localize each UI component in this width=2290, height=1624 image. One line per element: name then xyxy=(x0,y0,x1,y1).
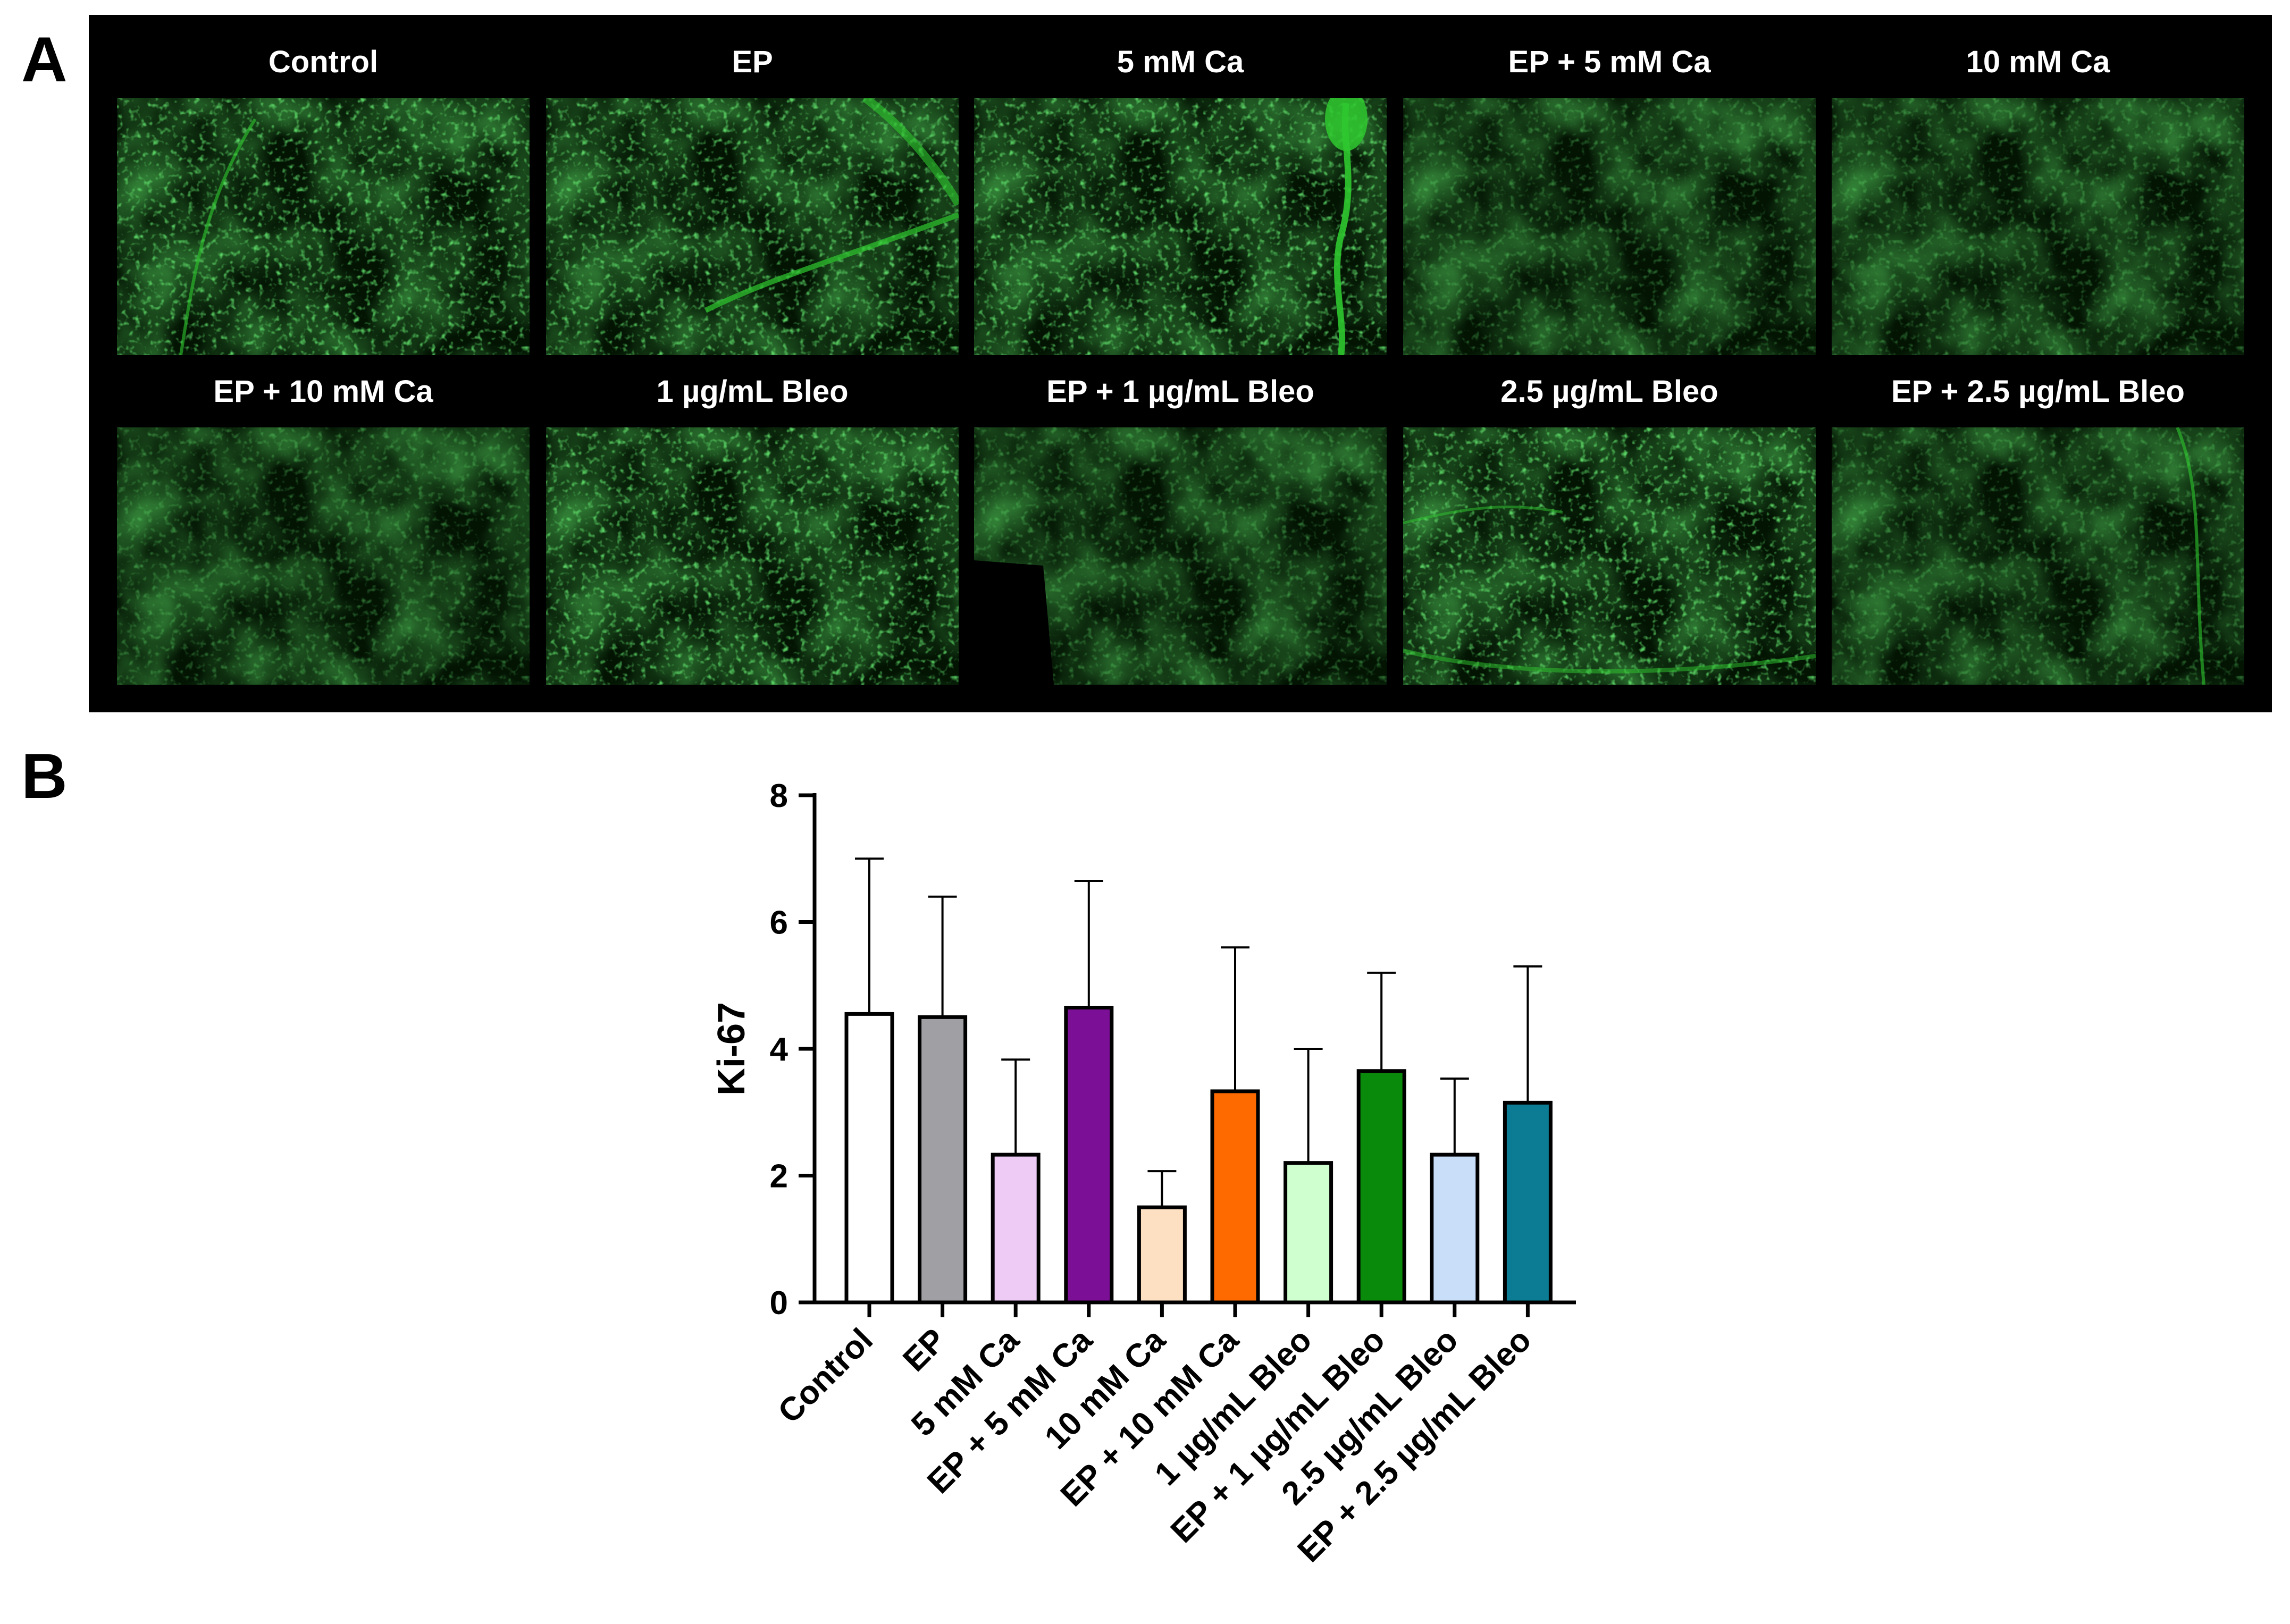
bar xyxy=(991,1152,1041,1305)
micrograph-label: EP xyxy=(732,45,773,79)
x-tick-label: Control xyxy=(771,1322,880,1431)
micrograph-label: EP + 5 mM Ca xyxy=(1508,45,1711,79)
micrograph-label: 1 µg/mL Bleo xyxy=(656,374,849,409)
micrograph-image xyxy=(117,98,530,355)
micrograph-label: EP + 10 mM Ca xyxy=(213,374,433,409)
y-tick-label: 4 xyxy=(770,1031,789,1068)
panel-a-letter: A xyxy=(21,24,68,95)
micrograph-image xyxy=(546,98,959,355)
micrograph-label: 2.5 µg/mL Bleo xyxy=(1500,374,1718,409)
y-tick-label: 0 xyxy=(770,1285,788,1322)
micrograph-label: 5 mM Ca xyxy=(1117,45,1244,79)
micrograph-image xyxy=(546,427,959,685)
bar xyxy=(1430,1152,1480,1305)
micrograph-image xyxy=(1403,427,1816,685)
bar xyxy=(1210,1089,1260,1305)
micrograph-image xyxy=(1832,427,2244,685)
micrograph-image xyxy=(117,427,530,685)
bar xyxy=(1064,1005,1114,1305)
y-tick-label: 8 xyxy=(770,778,788,814)
bar xyxy=(918,1015,968,1305)
micrograph-label: EP + 1 µg/mL Bleo xyxy=(1046,374,1314,409)
bar xyxy=(844,1012,894,1305)
micrograph-label: EP + 2.5 µg/mL Bleo xyxy=(1891,374,2185,409)
panel-b-letter: B xyxy=(21,741,68,812)
micrograph-label: Control xyxy=(268,45,379,79)
y-tick-label: 2 xyxy=(770,1158,788,1195)
micrograph-label: 10 mM Ca xyxy=(1966,45,2110,79)
bar xyxy=(1284,1161,1333,1305)
y-tick-label: 6 xyxy=(770,905,788,941)
bar xyxy=(1356,1069,1406,1305)
micrograph-image xyxy=(974,427,1387,685)
bar xyxy=(1503,1100,1553,1305)
x-tick-label: EP xyxy=(896,1322,953,1378)
bar xyxy=(1137,1205,1187,1305)
micrograph-image xyxy=(974,98,1387,355)
micrograph-image xyxy=(1403,98,1816,355)
micrograph-image xyxy=(1832,98,2244,355)
y-axis-title: Ki-67 xyxy=(710,1002,753,1096)
